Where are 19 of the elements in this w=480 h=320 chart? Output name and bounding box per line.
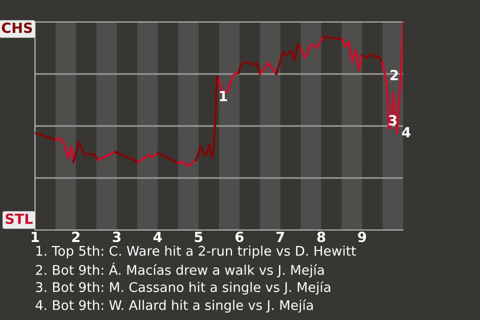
annotation: 2 — [390, 70, 398, 80]
x-tick-label: 3 — [112, 232, 121, 242]
text: 3. Bot 9th: M. Cassano hit a single vs J. Mejía — [36, 281, 330, 295]
x-tick-label: 9 — [358, 232, 366, 242]
x-tick-label: 7 — [276, 232, 284, 242]
annotation: 1 — [220, 90, 228, 102]
x-tick-label: 2 — [72, 232, 80, 242]
text: 1. Top 5th: C. Ware hit a 2-run triple vs D. Hewitt — [36, 246, 356, 258]
text: STL — [6, 214, 33, 224]
x-tick-label: 4 — [153, 232, 162, 242]
x-tick-label: 5 — [194, 232, 202, 242]
x-tick-label: 6 — [235, 232, 244, 242]
text: CHS — [2, 22, 32, 34]
x-tick-label: 8 — [317, 232, 326, 242]
x-tick-label: 1 — [32, 232, 39, 242]
annotation: 3 — [388, 114, 397, 126]
annotation: 4 — [402, 127, 410, 138]
text: 2. Bot 9th: Á. Macías drew a walk vs J. Mejía — [36, 262, 324, 278]
text: 4. Bot 9th: W. Allard hit a single vs J. Mejía — [36, 299, 313, 313]
